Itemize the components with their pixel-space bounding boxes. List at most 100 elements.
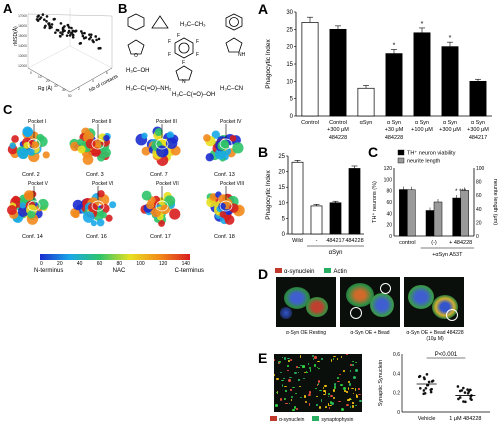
conformer-atom [72, 210, 80, 219]
a3d-point [89, 33, 93, 36]
significance-star: * *** [455, 189, 467, 195]
fluorescence-puncta [279, 371, 283, 374]
pocket-label: Pocket VII [156, 181, 179, 187]
y-tick-label: 15 [278, 185, 285, 191]
conformer-atom [17, 206, 29, 217]
fluorescence-puncta [339, 373, 342, 376]
fluorescence-puncta [284, 390, 288, 392]
conformer-structure [140, 186, 181, 227]
fluorescence-puncta [351, 388, 355, 390]
bar [413, 32, 431, 117]
bar [407, 189, 416, 237]
region-label-n: N-terminus [34, 268, 64, 274]
scale-tick: 140 [181, 261, 190, 267]
y2-tick-label: 100 [476, 166, 485, 172]
fragment-ethane: H₃C–CH₃ [180, 22, 206, 28]
fluorescence-puncta [315, 388, 317, 390]
pocket-label: Pocket II [92, 119, 111, 125]
conformer-atom [160, 204, 170, 215]
a3d-xlabel: Rg (Å) [38, 85, 53, 92]
conformer-atom [11, 195, 20, 204]
a3d-point [61, 33, 64, 36]
a3d-xtick: 10 [38, 75, 42, 79]
y-axis-label: Phagocytic Index [265, 170, 272, 220]
fluorescence-puncta [288, 378, 291, 382]
fragment-acetic-acid: H₃C–C(=O)–OH [172, 92, 215, 98]
a3d-point [43, 26, 46, 29]
fluorescence-puncta [313, 364, 316, 368]
y2-tick-label: 20 [476, 220, 482, 226]
data-point [423, 377, 426, 381]
cyclopropane-structure [151, 15, 169, 29]
conformer-atom [141, 146, 151, 156]
y-axis-label: Phagocytic Index [265, 39, 272, 89]
E-legend-item: synaptophysin [312, 416, 353, 423]
a3d-ztick: 12000 [18, 64, 27, 68]
pocket-marker [27, 200, 41, 212]
fluorescence-puncta [317, 383, 320, 386]
a3d-point [94, 35, 98, 38]
y-axis-label: TH⁺ neurons (%) [371, 181, 378, 223]
data-point [418, 374, 422, 378]
data-point [423, 391, 427, 395]
pocket-marker [219, 138, 233, 150]
a3d-ylabel: Nb of contacts [88, 73, 118, 94]
fluorescence-puncta [279, 398, 282, 401]
conformer-atom [23, 190, 35, 201]
a3d-xtick: 40 [62, 88, 66, 92]
y-tick-label: 100 [384, 177, 393, 183]
conformer-structure [7, 124, 50, 163]
fluorescence-puncta [298, 385, 301, 388]
conformer-atom [77, 138, 84, 146]
a3d-point [83, 31, 86, 35]
panel-label-c: C [3, 102, 13, 117]
category-label: α Syn [471, 120, 485, 126]
F-atom: F [196, 52, 199, 58]
a3d-zlabel: rMSD(Å) [12, 26, 19, 46]
a3d-ytick: 6 [106, 71, 108, 75]
pocket-label: Pocket VIII [220, 181, 244, 187]
category-label: Control [301, 120, 319, 126]
scale-tick: 120 [158, 261, 168, 267]
pocket-marker [219, 200, 233, 212]
a3d-point [79, 41, 83, 45]
fluorescence-puncta [352, 405, 354, 409]
bar [301, 22, 319, 117]
fluorescence-puncta [274, 373, 276, 376]
a3d-point [37, 14, 40, 18]
a3d-xtick: 50 [68, 94, 72, 98]
conformer-atom [9, 142, 16, 149]
fluorescence-puncta [289, 359, 291, 361]
y-tick-label: 0 [389, 234, 392, 240]
fluorescence-puncta [334, 385, 336, 389]
a3d-point [97, 47, 101, 50]
y-tick-label: 60 [386, 200, 392, 206]
F-atom: F [168, 52, 171, 58]
y-tick-label: 20 [286, 45, 293, 51]
y-tick-label: 40 [386, 211, 392, 217]
fluorescence-puncta [325, 406, 328, 409]
fluorescence-puncta [331, 359, 333, 362]
fluorescence-puncta [303, 395, 307, 398]
conformer-atom [205, 153, 214, 162]
a3d-ytick: 2 [78, 87, 80, 91]
fluorescence-puncta [307, 363, 310, 365]
fluorescence-puncta [310, 369, 312, 372]
conformer-atom [82, 154, 94, 165]
conformer-atom [42, 151, 50, 159]
category-label: +30 μM [385, 127, 404, 133]
data-point [429, 390, 433, 394]
y-tick-label: 0 [397, 410, 400, 416]
fluorescence-puncta [292, 408, 295, 411]
conformer-structure [70, 186, 117, 227]
conformer-label: Conf. 3 [86, 172, 104, 178]
conformer-label: Conf. 16 [86, 234, 107, 240]
a3d-ztick: 17000 [18, 14, 27, 18]
data-point [469, 388, 472, 392]
fragment-acetonitrile: H₃C–CN [220, 86, 243, 92]
a3d-point [38, 17, 42, 21]
category-label: Vehicle [418, 416, 436, 422]
y-tick-label: 80 [386, 189, 392, 195]
conformer-atom [19, 202, 26, 209]
conformer-atom [141, 190, 152, 201]
